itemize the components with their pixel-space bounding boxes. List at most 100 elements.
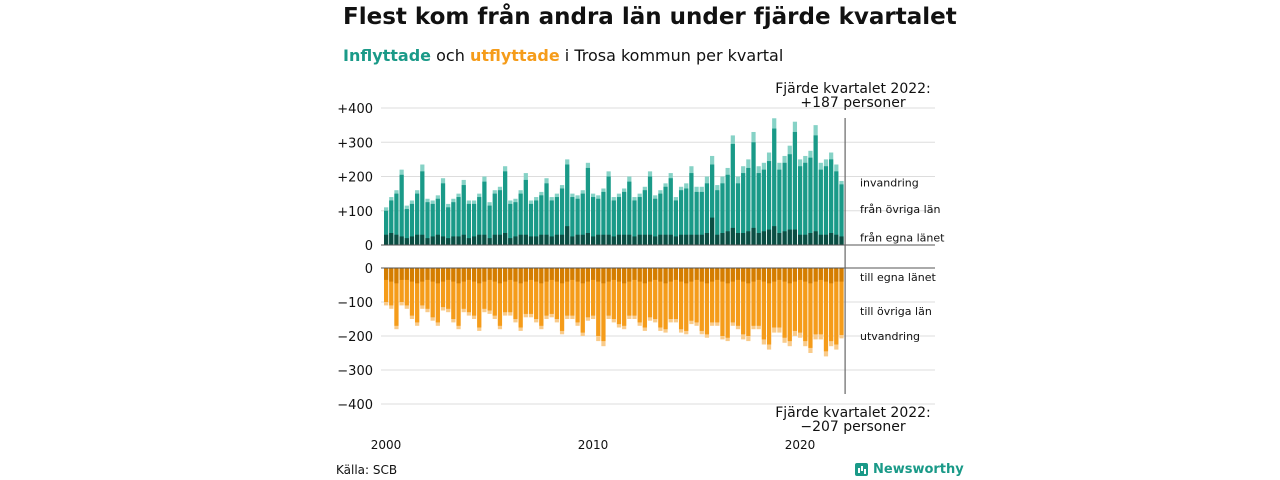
bar-outflow-other-county: [699, 268, 704, 331]
bar-outflow-own-county: [596, 268, 601, 282]
bar-outflow-other-county: [725, 268, 730, 338]
bar-inflow-own-county: [766, 229, 772, 245]
subtitle-and-word: och: [436, 46, 465, 65]
bar-inflow-other-county: [539, 195, 544, 245]
bar-outflow-own-county: [539, 268, 544, 284]
bar-outflow-own-county: [409, 268, 415, 282]
bar-outflow-other-county: [808, 268, 813, 348]
bar-outflow-own-county: [653, 268, 658, 280]
bar-inflow-other-county: [497, 190, 503, 245]
bar-inflow-other-county: [772, 128, 777, 245]
bar-inflow-other-county: [611, 200, 616, 245]
bar-outflow-other-county: [425, 268, 430, 309]
bar-outflow-other-county: [585, 268, 591, 318]
bar-outflow-other-county: [497, 268, 503, 326]
bar-outflow-other-county: [415, 268, 420, 323]
bar-inflow-own-county: [591, 236, 596, 245]
bar-outflow-other-county: [751, 268, 756, 326]
bar-inflow-own-county: [704, 233, 710, 245]
bar-outflow-other-county: [544, 268, 549, 316]
bar-inflow-other-county: [751, 142, 756, 245]
bar-inflow-other-county: [565, 164, 570, 245]
bar-outflow-other-county: [461, 268, 466, 309]
bar-outflow-other-county: [570, 268, 575, 316]
bar-inflow-own-county: [756, 233, 761, 245]
bar-outflow-other-county: [684, 268, 689, 331]
bar-inflow-own-county: [616, 234, 622, 245]
subtitle-rest: i Trosa kommun per kvartal: [564, 46, 784, 65]
bar-inflow-other-county: [389, 200, 394, 245]
bar-inflow-other-county: [632, 200, 637, 245]
bar-outflow-own-county: [544, 268, 549, 282]
bar-outflow-own-county: [534, 268, 539, 282]
bar-inflow-other-county: [591, 197, 596, 245]
bar-inflow-own-county: [389, 233, 394, 245]
bar-outflow-other-county: [575, 268, 580, 323]
bar-outflow-other-county: [404, 268, 409, 306]
bar-inflow-own-county: [839, 236, 844, 245]
bar-inflow-other-county: [585, 167, 591, 245]
series-label-bottom: utvandring: [860, 330, 920, 343]
bar-outflow-other-county: [471, 268, 477, 316]
bar-inflow-own-county: [528, 236, 534, 245]
bar-inflow-other-county: [430, 203, 435, 245]
x-tick-label: 2010: [578, 438, 609, 452]
bar-inflow-other-county: [575, 198, 580, 245]
bar-inflow-other-county: [559, 188, 565, 245]
bar-outflow-own-county: [823, 268, 829, 282]
bar-inflow-other-county: [715, 190, 720, 245]
bar-inflow-other-county: [399, 174, 404, 245]
annotation-top-line1: Fjärde kvartalet 2022:: [775, 81, 931, 97]
bar-outflow-own-county: [756, 268, 761, 280]
bar-inflow-other-county: [689, 173, 694, 245]
bar-outflow-other-county: [446, 268, 451, 309]
brand-name: Newsworthy: [873, 462, 964, 477]
bar-outflow-other-county: [409, 268, 415, 316]
bar-outflow-other-county: [803, 268, 808, 342]
bar-outflow-own-county: [591, 268, 596, 280]
bar-outflow-other-county: [829, 268, 834, 342]
bar-outflow-own-county: [425, 268, 430, 280]
bar-outflow-other-county: [435, 268, 440, 323]
bar-outflow-own-county: [399, 268, 404, 280]
bar-inflow-own-county: [420, 234, 425, 245]
bar-inflow-own-county: [399, 236, 404, 245]
bar-inflow-other-county: [803, 162, 808, 245]
y-tick-label-bottom: −100: [337, 296, 373, 311]
bar-inflow-other-county: [766, 161, 772, 245]
bar-outflow-own-county: [813, 268, 818, 282]
series-label-top: från övriga län: [860, 203, 940, 216]
subtitle-inflow-word: Inflyttade: [343, 46, 432, 65]
bar-inflow-own-county: [518, 234, 523, 245]
bar-inflow-own-county: [575, 234, 580, 245]
bar-outflow-other-county: [596, 268, 601, 336]
bar-outflow-other-county: [627, 268, 632, 316]
bar-outflow-own-county: [642, 268, 647, 284]
bar-outflow-other-county: [456, 268, 461, 326]
bar-inflow-own-county: [482, 234, 487, 245]
bar-inflow-other-county: [663, 186, 668, 245]
bar-inflow-other-county: [792, 131, 798, 245]
bar-inflow-other-county: [813, 135, 818, 245]
bar-outflow-other-county: [787, 268, 792, 342]
bar-inflow-own-county: [808, 233, 813, 245]
brand-logo[interactable]: Newsworthy: [855, 462, 964, 477]
bar-outflow-other-county: [756, 268, 761, 326]
bar-inflow-other-county: [420, 171, 425, 245]
bar-inflow-other-county: [699, 191, 704, 245]
bar-inflow-own-county: [404, 238, 409, 245]
bar-outflow-own-county: [766, 268, 772, 284]
bar-outflow-own-county: [611, 268, 616, 280]
bar-outflow-other-county: [792, 268, 798, 331]
bar-outflow-own-county: [523, 268, 528, 282]
bar-outflow-own-county: [471, 268, 477, 282]
bar-inflow-other-county: [580, 193, 585, 245]
bar-inflow-other-county: [503, 171, 508, 245]
bar-outflow-other-county: [508, 268, 513, 313]
bar-outflow-other-county: [704, 268, 710, 335]
bar-inflow-other-county: [704, 183, 710, 245]
bar-outflow-other-county: [735, 268, 741, 326]
bar-outflow-other-county: [389, 268, 394, 306]
bar-outflow-own-county: [803, 268, 808, 282]
bar-inflow-own-county: [746, 231, 751, 245]
